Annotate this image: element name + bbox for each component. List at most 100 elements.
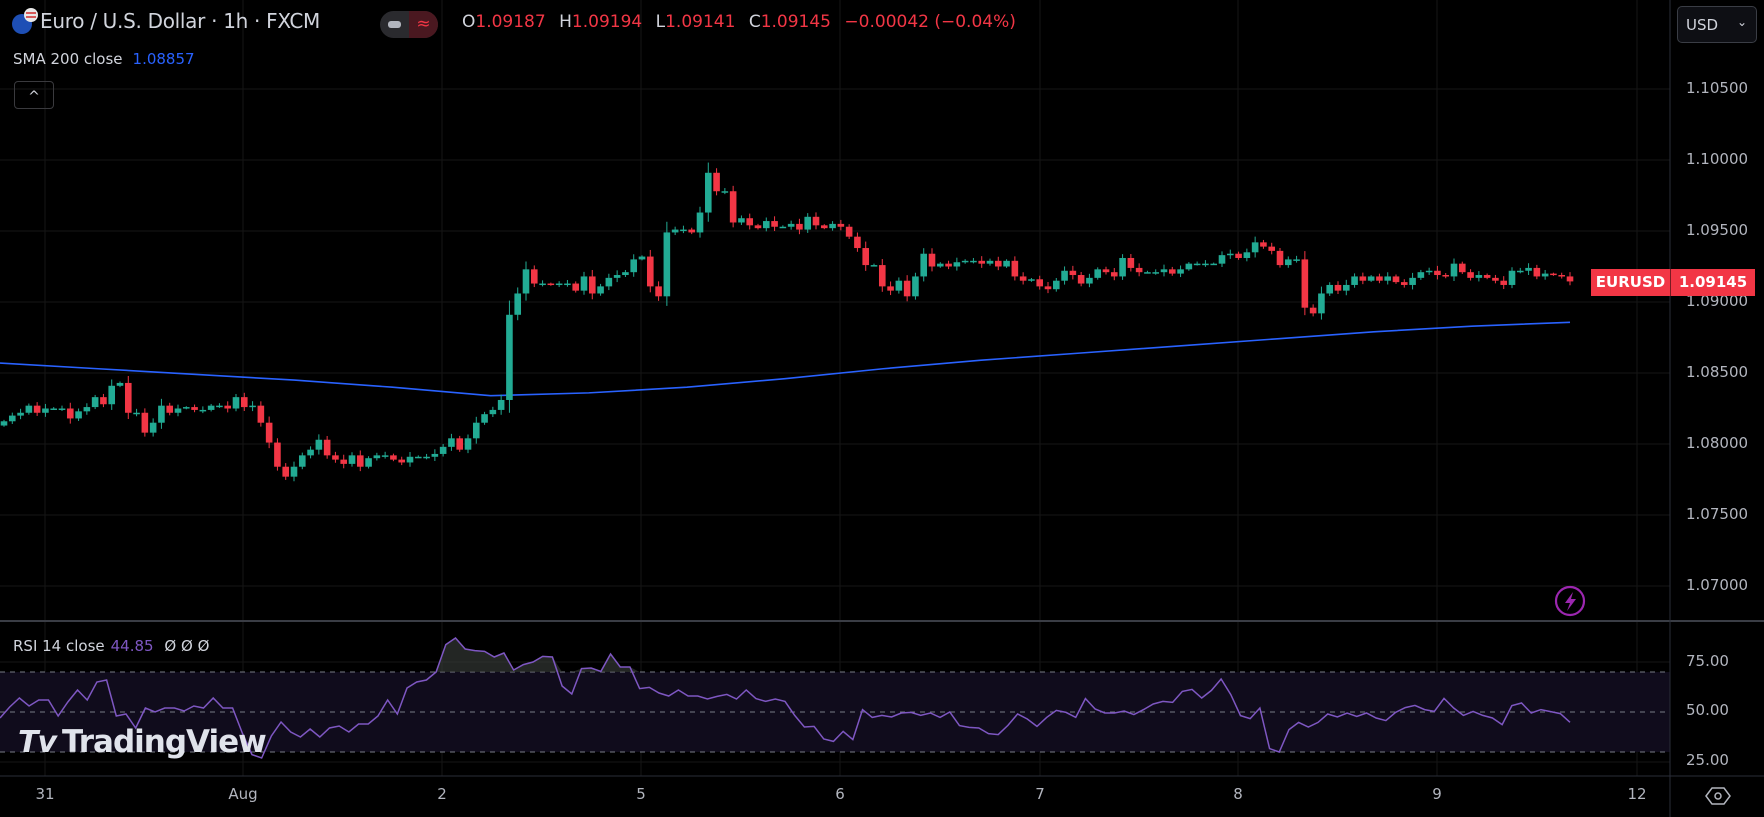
candle-body (1525, 267, 1532, 271)
candle-body (1351, 276, 1358, 285)
candle (1226, 249, 1234, 259)
candle-body (1102, 269, 1110, 273)
candle-body (1434, 270, 1441, 276)
candle (738, 215, 745, 225)
candle-body (464, 438, 472, 450)
candle-body (1177, 269, 1184, 274)
candle-body (1094, 269, 1102, 278)
candle (945, 260, 952, 270)
candle (456, 435, 464, 452)
candle (1367, 275, 1375, 282)
sma-legend[interactable]: SMA 200 close 1.08857 (13, 50, 195, 68)
candle (1235, 251, 1242, 260)
candle (754, 223, 762, 230)
candle (108, 379, 116, 410)
candle (1533, 264, 1541, 280)
candle (564, 279, 571, 287)
candle (174, 404, 182, 417)
candle-body (1516, 270, 1524, 273)
candle-body (340, 459, 348, 464)
candle-body (704, 172, 712, 213)
candle (249, 401, 256, 412)
rsi-legend[interactable]: RSI 14 close 44.85 Ø Ø Ø (13, 637, 209, 655)
settings-eye-icon[interactable] (1705, 787, 1731, 805)
candle-body (1550, 273, 1557, 276)
candle-body (348, 455, 356, 464)
candle (17, 408, 24, 420)
collapse-legend-button[interactable]: ^ (14, 81, 54, 109)
candle (1318, 286, 1325, 320)
candle-body (1110, 272, 1118, 277)
candle (489, 406, 497, 417)
candle (936, 262, 944, 268)
candle-body (555, 283, 563, 286)
candle-body (1061, 270, 1068, 281)
candle-body (216, 405, 223, 408)
candle (224, 401, 232, 413)
candle-body (257, 405, 265, 423)
candle-body (945, 263, 952, 267)
candle (1011, 256, 1019, 281)
rsi-levels (0, 671, 1670, 753)
candle-body (497, 399, 505, 410)
candle-body (116, 382, 124, 386)
candle (423, 453, 430, 460)
candle-body (265, 422, 273, 443)
candle (1525, 263, 1532, 275)
change-value: −0.00042 (−0.04%) (844, 12, 1016, 32)
candle-body (878, 265, 886, 287)
candle (1086, 273, 1093, 288)
candle-body (506, 314, 513, 400)
candle (1342, 279, 1350, 296)
candle-body (1028, 279, 1035, 281)
candle (812, 212, 820, 230)
candle (158, 398, 165, 429)
candle (373, 452, 381, 461)
candle (1359, 272, 1367, 285)
candle (1094, 267, 1102, 280)
candle (622, 269, 629, 278)
rsi-line (0, 637, 1571, 759)
time-label: 7 (1035, 785, 1045, 803)
lightning-icon[interactable] (1554, 585, 1586, 617)
candle-body (207, 405, 215, 410)
candle-body (1003, 260, 1010, 267)
candle (771, 216, 778, 232)
market-status-pill[interactable]: ≈ (380, 11, 438, 38)
candle-body (1508, 270, 1516, 285)
ohlc-legend: O1.09187 H1.09194 L1.09141 C1.09145 −0.0… (462, 12, 1024, 32)
candle-body (1500, 280, 1508, 285)
candle-body (646, 256, 654, 287)
candle-body (58, 408, 66, 410)
candle (33, 402, 41, 416)
time-label: 6 (835, 785, 845, 803)
candle-body (1069, 270, 1077, 276)
tradingview-logo[interactable]: 𝙏𝙫 TradingView (18, 724, 267, 760)
currency-button[interactable]: USD ⌄ (1677, 6, 1757, 43)
candle (953, 257, 961, 271)
candles (0, 162, 1574, 482)
candle (779, 225, 787, 229)
candle (1400, 279, 1408, 288)
candle-body (1036, 279, 1044, 287)
candle (265, 416, 273, 449)
candle-body (307, 449, 314, 456)
low-label: L (655, 12, 666, 32)
candle (655, 281, 662, 301)
candle (671, 226, 679, 236)
candle (124, 375, 132, 420)
candle-body (191, 407, 198, 410)
open-label: O (462, 12, 476, 32)
candle (75, 408, 82, 421)
candle-body (820, 225, 828, 229)
rsi-label: RSI 14 close (13, 637, 105, 655)
symbol-title[interactable]: Euro / U.S. Dollar · 1h · FXCM (40, 9, 320, 33)
candle-body (887, 286, 894, 291)
candle-body (1152, 272, 1160, 274)
candle-body (1185, 263, 1193, 270)
candle (398, 456, 406, 466)
candle (406, 452, 414, 467)
tradingview-logo-icon: 𝙏𝙫 (18, 725, 57, 760)
candle-body (762, 221, 770, 229)
